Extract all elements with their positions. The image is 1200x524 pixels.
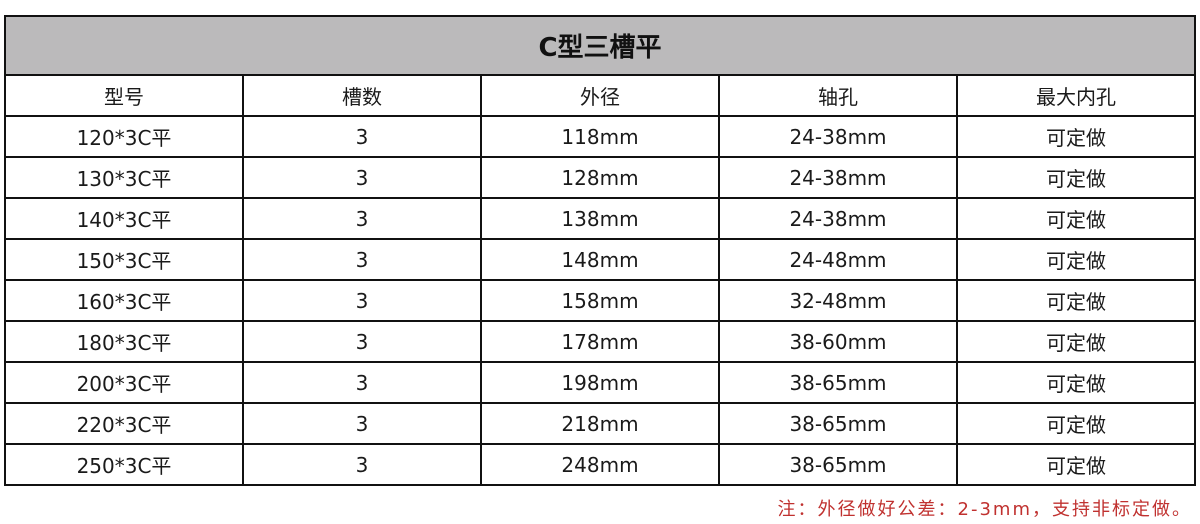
table-cell: 24-38mm	[718, 115, 958, 158]
table-cell: 128mm	[480, 156, 720, 199]
table-cell: 138mm	[480, 197, 720, 240]
table-cell: 24-38mm	[718, 156, 958, 199]
tolerance-note: 注：外径做好公差：2-3mm，支持非标定做。	[777, 499, 1192, 520]
table-title: C型三槽平	[4, 15, 1196, 76]
column-header: 最大内孔	[956, 74, 1196, 117]
title-row: C型三槽平	[4, 15, 1196, 76]
column-header: 外径	[480, 74, 720, 117]
table-cell: 160*3C平	[4, 279, 244, 322]
table-cell: 24-48mm	[718, 238, 958, 281]
table-cell: 3	[242, 115, 482, 158]
table-cell: 200*3C平	[4, 361, 244, 404]
table-cell: 140*3C平	[4, 197, 244, 240]
table-cell: 可定做	[956, 361, 1196, 404]
column-header: 轴孔	[718, 74, 958, 117]
table-cell: 130*3C平	[4, 156, 244, 199]
table-cell: 可定做	[956, 402, 1196, 445]
table-row: 130*3C平 3 128mm 24-38mm 可定做	[4, 156, 1196, 199]
table-cell: 158mm	[480, 279, 720, 322]
table-cell: 118mm	[480, 115, 720, 158]
table-cell: 3	[242, 156, 482, 199]
table-cell: 38-65mm	[718, 402, 958, 445]
table-cell: 3	[242, 361, 482, 404]
table-row: 120*3C平 3 118mm 24-38mm 可定做	[4, 115, 1196, 158]
table-cell: 3	[242, 443, 482, 486]
table-cell: 38-60mm	[718, 320, 958, 363]
table-cell: 可定做	[956, 197, 1196, 240]
column-header: 型号	[4, 74, 244, 117]
table-cell: 3	[242, 279, 482, 322]
table-cell: 可定做	[956, 238, 1196, 281]
table-row: 200*3C平 3 198mm 38-65mm 可定做	[4, 361, 1196, 404]
table-row: 160*3C平 3 158mm 32-48mm 可定做	[4, 279, 1196, 322]
table-body: 120*3C平 3 118mm 24-38mm 可定做 130*3C平 3 128mm 24-3…	[4, 115, 1196, 486]
table-cell: 178mm	[480, 320, 720, 363]
table-cell: 198mm	[480, 361, 720, 404]
table-cell: 32-48mm	[718, 279, 958, 322]
table-cell: 250*3C平	[4, 443, 244, 486]
table-cell: 可定做	[956, 156, 1196, 199]
table-row: 140*3C平 3 138mm 24-38mm 可定做	[4, 197, 1196, 240]
table-cell: 可定做	[956, 115, 1196, 158]
table-cell: 218mm	[480, 402, 720, 445]
table-cell: 150*3C平	[4, 238, 244, 281]
table-cell: 180*3C平	[4, 320, 244, 363]
table-row: 180*3C平 3 178mm 38-60mm 可定做	[4, 320, 1196, 363]
spec-table: C型三槽平 型号 槽数 外径 轴孔 最大内孔 120*3C平 3 118mm 24-38mm 可…	[4, 15, 1196, 486]
table-cell: 可定做	[956, 320, 1196, 363]
table-row: 150*3C平 3 148mm 24-48mm 可定做	[4, 238, 1196, 281]
table-cell: 38-65mm	[718, 443, 958, 486]
header-row: 型号 槽数 外径 轴孔 最大内孔	[4, 74, 1196, 117]
table-row: 220*3C平 3 218mm 38-65mm 可定做	[4, 402, 1196, 445]
table-cell: 可定做	[956, 279, 1196, 322]
table-row: 250*3C平 3 248mm 38-65mm 可定做	[4, 443, 1196, 486]
table-cell: 3	[242, 197, 482, 240]
table-cell: 148mm	[480, 238, 720, 281]
table-cell: 24-38mm	[718, 197, 958, 240]
table-cell: 220*3C平	[4, 402, 244, 445]
table-cell: 120*3C平	[4, 115, 244, 158]
column-header: 槽数	[242, 74, 482, 117]
table-cell: 3	[242, 320, 482, 363]
table-cell: 248mm	[480, 443, 720, 486]
table-cell: 3	[242, 238, 482, 281]
table-cell: 38-65mm	[718, 361, 958, 404]
table-cell: 可定做	[956, 443, 1196, 486]
table-cell: 3	[242, 402, 482, 445]
